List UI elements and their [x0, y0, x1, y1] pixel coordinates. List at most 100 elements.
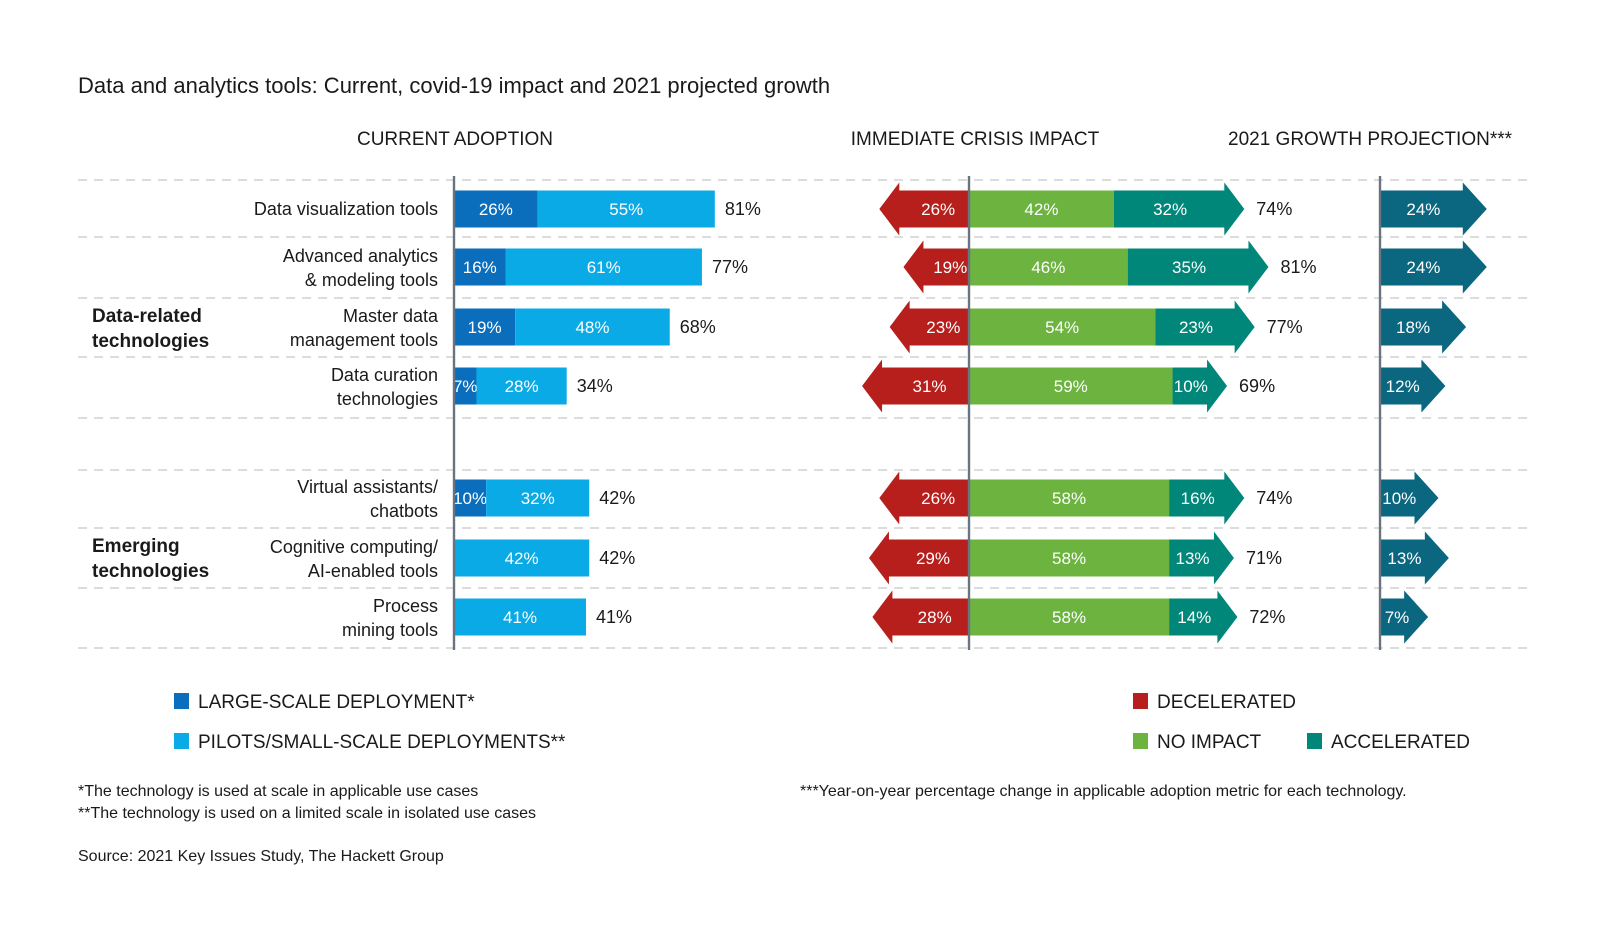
adoption-total-label: 41% — [596, 607, 632, 627]
bar-label-no-impact: 59% — [1054, 377, 1088, 396]
bar-large-scale — [454, 479, 487, 517]
bar-large-scale — [454, 308, 516, 346]
footnote-pilots: **The technology is used on a limited sc… — [78, 805, 536, 822]
group-label: Emerging — [92, 536, 180, 557]
adoption-total-label: 68% — [680, 317, 716, 337]
bar-label-decelerated: 26% — [921, 489, 955, 508]
bar-label-pilots: 42% — [505, 549, 539, 568]
footnote-large-scale: *The technology is used at scale in appl… — [78, 783, 478, 800]
impact-total-label: 69% — [1239, 376, 1275, 396]
row-label: & modeling tools — [305, 270, 438, 290]
bar-label-no-impact: 58% — [1052, 549, 1086, 568]
bar-label-growth: 10% — [1382, 489, 1416, 508]
arrow-decelerated — [872, 590, 969, 644]
bar-no-impact — [969, 539, 1170, 577]
arrow-growth — [1380, 359, 1446, 413]
bar-label-no-impact: 42% — [1024, 200, 1058, 219]
impact-total-label: 71% — [1246, 548, 1282, 568]
bar-label-accelerated: 35% — [1172, 258, 1206, 277]
legend-adoption: LARGE-SCALE DEPLOYMENT* PILOTS/SMALL-SCA… — [174, 692, 566, 753]
adoption-total-label: 34% — [577, 376, 613, 396]
bar-label-decelerated: 26% — [921, 200, 955, 219]
arrow-growth — [1380, 590, 1429, 644]
arrow-growth — [1380, 300, 1467, 354]
adoption-total-label: 81% — [725, 199, 761, 219]
legend-swatch-no-impact — [1133, 733, 1148, 749]
arrow-growth — [1380, 531, 1449, 585]
arrow-accelerated — [1169, 590, 1238, 644]
impact-total-label: 77% — [1267, 317, 1303, 337]
bar-label-decelerated: 31% — [913, 377, 947, 396]
arrow-growth — [1380, 240, 1487, 294]
adoption-total-label: 42% — [599, 548, 635, 568]
bar-pilots — [515, 308, 670, 346]
bar-pilots — [454, 539, 590, 577]
arrow-growth — [1380, 471, 1439, 525]
bar-label-decelerated: 23% — [926, 318, 960, 337]
arrow-accelerated — [1169, 471, 1245, 525]
legend-label-pilots: PILOTS/SMALL-SCALE DEPLOYMENTS** — [198, 732, 566, 753]
legend-label-decelerated: DECELERATED — [1157, 692, 1296, 713]
arrow-growth — [1380, 182, 1487, 236]
bar-label-growth: 7% — [1385, 608, 1410, 627]
legend-swatch-large — [174, 693, 189, 709]
group-label: technologies — [92, 331, 209, 352]
bar-pilots — [505, 248, 702, 286]
bar-label-large-scale: 26% — [479, 200, 513, 219]
impact-total-label: 74% — [1256, 199, 1292, 219]
row-label: Cognitive computing/ — [270, 537, 438, 557]
bar-label-pilots: 48% — [575, 318, 609, 337]
footnote-growth: ***Year-on-year percentage change in app… — [800, 783, 1407, 800]
bar-pilots — [486, 479, 590, 517]
bar-label-accelerated: 23% — [1179, 318, 1213, 337]
arrow-decelerated — [889, 300, 969, 354]
row-label: Data visualization tools — [254, 199, 438, 219]
adoption-total-label: 77% — [712, 257, 748, 277]
bar-label-large-scale: 16% — [463, 258, 497, 277]
bar-no-impact — [969, 479, 1170, 517]
bar-pilots — [476, 367, 567, 405]
bar-label-pilots: 41% — [503, 608, 537, 627]
source-note: Source: 2021 Key Issues Study, The Hacke… — [78, 848, 444, 865]
row-label: technologies — [337, 389, 438, 409]
legend-label-accelerated: ACCELERATED — [1331, 732, 1470, 753]
arrow-decelerated — [862, 359, 969, 413]
arrow-decelerated — [879, 471, 969, 525]
bar-no-impact — [969, 248, 1128, 286]
chart-marks: 26% 55% 81% 26% 42% 32% 74% 24% 16% 61% 77% 19% 46% 3… — [453, 182, 1487, 644]
bar-label-growth: 12% — [1386, 377, 1420, 396]
row-label: Virtual assistants/ — [297, 477, 438, 497]
impact-total-label: 74% — [1256, 488, 1292, 508]
impact-total-label: 81% — [1280, 257, 1316, 277]
row-labels: Data-related technologies Data visualizati… — [92, 199, 439, 640]
bar-label-pilots: 28% — [505, 377, 539, 396]
row-label: Advanced analytics — [283, 246, 438, 266]
bar-no-impact — [969, 308, 1156, 346]
row-label: management tools — [290, 330, 438, 350]
arrow-decelerated — [868, 531, 969, 585]
legend-impact: DECELERATED NO IMPACT ACCELERATED — [1133, 692, 1470, 753]
row-label: mining tools — [342, 620, 438, 640]
bar-pilots — [454, 598, 587, 636]
row-label: chatbots — [370, 501, 438, 521]
bar-label-growth: 18% — [1396, 318, 1430, 337]
bar-label-decelerated: 19% — [933, 258, 967, 277]
bar-label-accelerated: 10% — [1174, 377, 1208, 396]
arrow-accelerated — [1127, 240, 1269, 294]
section-header-crisis-impact: IMMEDIATE CRISIS IMPACT — [851, 129, 1100, 150]
arrow-accelerated — [1113, 182, 1245, 236]
legend-swatch-pilots — [174, 733, 189, 749]
bar-label-decelerated: 28% — [918, 608, 952, 627]
adoption-total-label: 42% — [599, 488, 635, 508]
bar-label-large-scale: 19% — [468, 318, 502, 337]
legend-swatch-accelerated — [1307, 733, 1322, 749]
bar-no-impact — [969, 367, 1173, 405]
section-header-current-adoption: CURRENT ADOPTION — [357, 129, 553, 150]
bar-no-impact — [969, 598, 1170, 636]
bar-label-large-scale: 10% — [453, 489, 487, 508]
bar-label-no-impact: 58% — [1052, 489, 1086, 508]
arrow-accelerated — [1169, 531, 1234, 585]
bar-label-growth: 13% — [1387, 549, 1421, 568]
row-label: Data curation — [331, 365, 438, 385]
grid-lines — [78, 179, 1530, 649]
